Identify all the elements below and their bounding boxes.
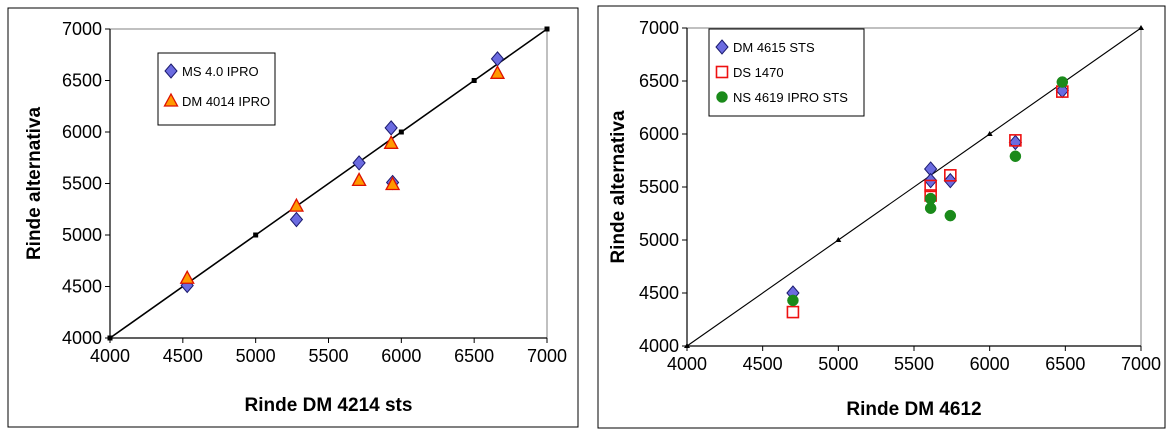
chart-frame (597, 5, 1166, 429)
reference-point (544, 26, 550, 32)
reference-point (684, 343, 690, 348)
y-tick-label: 4500 (639, 283, 679, 303)
data-point (385, 176, 401, 191)
data-point (944, 209, 957, 222)
legend-label: MS 4.0 IPRO (182, 64, 259, 79)
legend-marker (715, 39, 729, 55)
x-tick-label: 4500 (163, 346, 203, 366)
x-tick-label: 5500 (894, 354, 934, 374)
scatter-chart-right: 4000 4500 5000 5500 6000 6500 7000 4000 4500 5000… (597, 5, 1166, 429)
scatter-chart-left: 4000 4500 5000 5500 6000 6500 7000 4000 4500 5000… (7, 7, 579, 428)
data-point (1056, 76, 1069, 88)
reference-point (1138, 25, 1144, 30)
x-axis-title: Rinde DM 4214 sts (245, 395, 413, 416)
data-point (944, 169, 957, 182)
reference-point (986, 131, 993, 136)
data-point (288, 197, 305, 212)
series-1 (179, 64, 506, 284)
chart-panel-right: 4000 4500 5000 5500 6000 6500 7000 4000 4500 5000… (592, 0, 1168, 432)
data-point (924, 192, 937, 205)
x-tick-label: 6500 (1045, 354, 1085, 374)
x-tick-label: 7000 (1121, 354, 1161, 374)
x-tick-label: 5000 (236, 346, 276, 366)
x-tick-label: 4500 (743, 354, 783, 374)
legend-label: DM 4014 IPRO (182, 94, 270, 109)
data-point (787, 294, 799, 307)
data-point (179, 269, 195, 284)
data-point (1009, 134, 1022, 147)
y-axis-title: Rinde alternativa (608, 110, 629, 264)
data-point (489, 64, 506, 79)
y-tick-label: 7000 (62, 19, 102, 39)
legend (708, 28, 865, 117)
data-point (786, 305, 800, 319)
reference-point (107, 335, 113, 341)
x-tick-label: 4000 (667, 354, 707, 374)
x-tick-label: 6000 (970, 354, 1010, 374)
reference-point (398, 129, 404, 135)
x-tick-label: 6500 (454, 346, 494, 366)
x-tick-label: 4000 (90, 346, 130, 366)
data-point (289, 211, 304, 228)
data-point (1009, 150, 1022, 163)
y-tick-label: 6000 (62, 122, 102, 142)
series-2 (787, 76, 1069, 307)
x-tick-label: 5000 (818, 354, 858, 374)
data-point (383, 134, 399, 149)
y-tick-label: 6500 (639, 71, 679, 91)
x-tick-label: 7000 (527, 346, 567, 366)
y-tick-label: 7000 (639, 18, 679, 38)
y-tick-label: 5000 (62, 225, 102, 245)
data-point (352, 155, 366, 171)
legend-marker (716, 91, 728, 103)
reference-point (835, 237, 842, 242)
legend-label: NS 4619 IPRO STS (733, 90, 848, 105)
data-point (384, 120, 398, 136)
legend-marker (715, 65, 729, 79)
y-tick-label: 4000 (639, 336, 679, 356)
x-tick-label: 5500 (308, 346, 348, 366)
legend (157, 52, 276, 126)
data-point (351, 172, 367, 187)
legend-label: DM 4615 STS (733, 40, 815, 55)
legend-marker (163, 92, 179, 107)
legend-label: DS 1470 (733, 65, 784, 80)
reference-point (471, 78, 477, 83)
chart-panel-left: 4000 4500 5000 5500 6000 6500 7000 4000 4500 5000… (0, 0, 580, 432)
y-tick-label: 4500 (62, 277, 102, 297)
reference-point (253, 232, 259, 238)
y-tick-label: 5500 (62, 174, 102, 194)
x-tick-label: 6000 (381, 346, 421, 366)
y-tick-label: 6500 (62, 71, 102, 91)
y-tick-label: 4000 (62, 328, 102, 348)
y-axis-title: Rinde alternativa (24, 107, 45, 261)
y-tick-label: 6000 (639, 124, 679, 144)
y-tick-label: 5500 (639, 177, 679, 197)
data-point (924, 179, 937, 193)
y-tick-label: 5000 (639, 230, 679, 250)
legend-marker (164, 63, 178, 79)
x-axis-title: Rinde DM 4612 (846, 399, 981, 420)
